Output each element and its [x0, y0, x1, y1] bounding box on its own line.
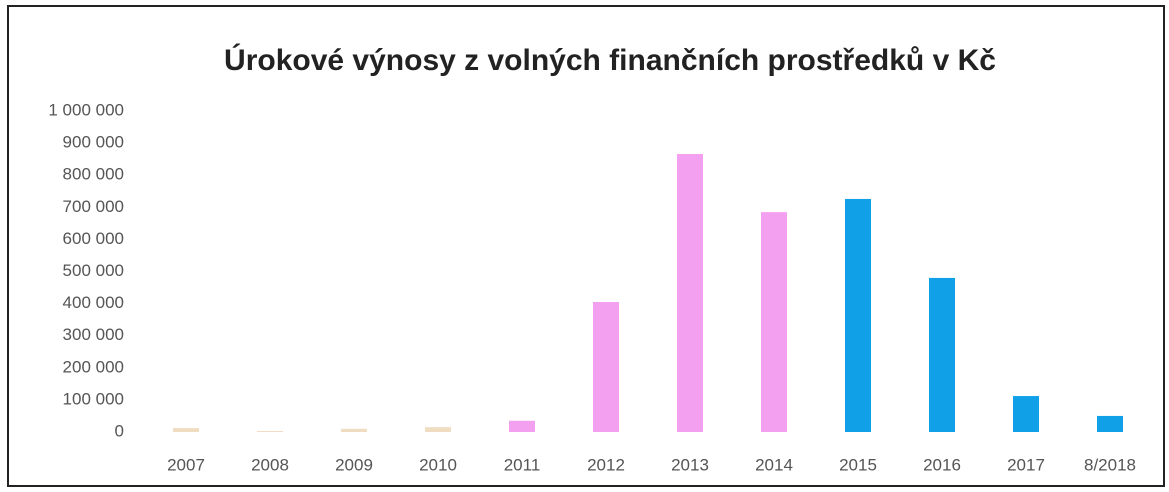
bar — [677, 154, 703, 432]
x-tick-label: 2012 — [587, 455, 625, 474]
x-tick-label: 2010 — [419, 455, 457, 474]
x-tick-label: 2016 — [923, 455, 961, 474]
y-tick-label: 600 000 — [63, 229, 124, 248]
bar — [341, 428, 367, 432]
bar — [173, 428, 199, 432]
frame — [7, 5, 1165, 487]
bar — [761, 212, 787, 432]
y-tick-label: 1 000 000 — [48, 100, 124, 119]
x-tick-label: 2008 — [251, 455, 289, 474]
x-tick-label: 2013 — [671, 455, 709, 474]
bar — [1013, 396, 1039, 432]
x-tick-label: 2011 — [504, 455, 541, 474]
bar — [845, 198, 871, 432]
bar — [593, 301, 619, 432]
y-tick-label: 100 000 — [63, 389, 124, 408]
bar — [1097, 415, 1123, 432]
x-tick-label: 2015 — [839, 455, 877, 474]
x-tick-label: 2017 — [1007, 455, 1045, 474]
y-tick-label: 900 000 — [63, 133, 124, 152]
x-tick-label: 8/2018 — [1084, 455, 1136, 474]
y-tick-label: 300 000 — [63, 325, 124, 344]
x-tick-label: 2009 — [335, 455, 373, 474]
y-tick-label: 700 000 — [63, 197, 124, 216]
bar — [929, 277, 955, 432]
bar — [509, 420, 535, 432]
y-tick-label: 200 000 — [63, 357, 124, 376]
y-tick-label: 500 000 — [63, 261, 124, 280]
chart-title: Úrokové výnosy z volných finančních pros… — [224, 43, 996, 77]
bar — [257, 431, 283, 432]
y-tick-label: 0 — [115, 421, 124, 440]
y-tick-label: 800 000 — [63, 165, 124, 184]
x-tick-label: 2014 — [755, 455, 793, 474]
bar — [425, 427, 451, 432]
y-tick-label: 400 000 — [63, 293, 124, 312]
x-tick-label: 2007 — [167, 455, 205, 474]
